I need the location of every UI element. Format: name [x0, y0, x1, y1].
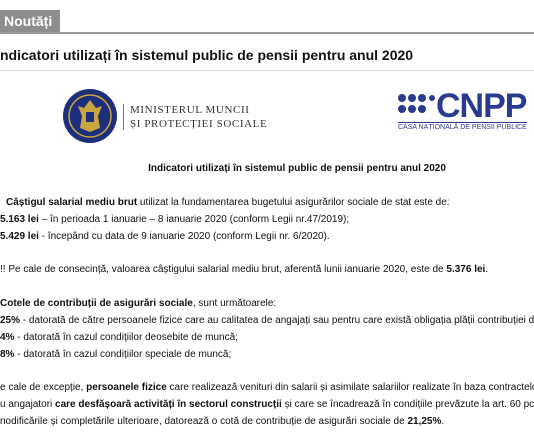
- divider: [0, 70, 534, 71]
- ministry-separator: [123, 104, 124, 130]
- salary-line-2: 5.429 lei - începând cu data de 9 ianuar…: [0, 231, 330, 242]
- tab-noutati[interactable]: Noutăți: [0, 10, 61, 32]
- page-title: ndicatori utilizați în sistemul public d…: [0, 47, 414, 63]
- government-emblem-icon: [63, 89, 117, 143]
- contribution-line-2: 4% - datorată în cazul condițiilor deose…: [0, 332, 238, 343]
- exception-line-3: nodificările și completările ulterioare,…: [0, 416, 445, 427]
- cnpp-subtitle: CASA NAȚIONALĂ DE PENSII PUBLICE: [398, 122, 527, 131]
- doc-heading: Indicatori utilizați în sistemul public …: [148, 163, 446, 174]
- salary-note: !! Pe cale de consecință, valoarea câști…: [0, 264, 489, 275]
- contribution-line-3: 8% - datorată în cazul condițiilor speci…: [0, 349, 232, 360]
- paragraph-contributions: Cotele de contribuții de asigurări socia…: [0, 298, 277, 309]
- tab-bar: Noutăți: [0, 10, 534, 34]
- contribution-line-1: 25% - datorată de către persoanele fizic…: [0, 315, 534, 326]
- ministry-line-2: ȘI PROTECȚIEI SOCIALE: [130, 118, 268, 130]
- exception-line-1: e cale de excepție, persoanele fizice ca…: [0, 382, 534, 393]
- cnpp-logo-text: CNPP: [436, 87, 527, 125]
- cnpp-logo-icon: [398, 94, 435, 113]
- exception-line-2: u angajatori care desfășoară activități …: [0, 399, 534, 410]
- salary-line-1: 5.163 lei – în perioada 1 ianuarie – 8 i…: [0, 214, 350, 225]
- ministry-line-1: MINISTERUL MUNCII: [130, 104, 250, 116]
- paragraph-salary: Câștigul salarial mediu brut utilizat la…: [6, 197, 450, 208]
- ministry-name: MINISTERUL MUNCII ȘI PROTECȚIEI SOCIALE: [130, 103, 267, 131]
